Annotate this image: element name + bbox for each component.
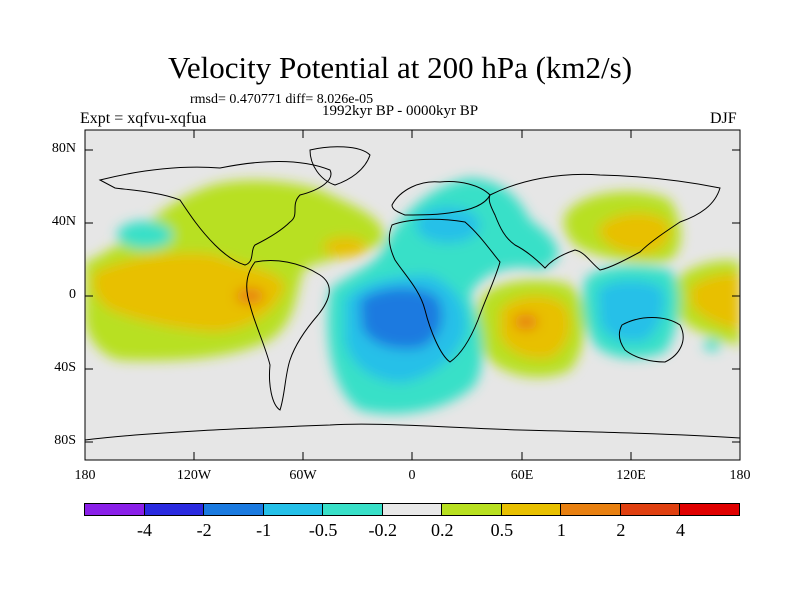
colorbar-swatch [381, 503, 443, 516]
weak-negative-anomaly-mediterranean [416, 207, 480, 243]
lon-label-120w: 120W [176, 468, 212, 483]
colorbar-label: -0.2 [368, 520, 397, 540]
moderate-anomaly-east-pacific [690, 273, 740, 330]
weak-negative-anomaly-maritime-continent [598, 280, 665, 342]
colorbar-label: -0.5 [308, 520, 338, 540]
season-label: DJF [710, 110, 737, 127]
lon-label-0: 0 [408, 468, 416, 483]
coastlines [85, 146, 740, 441]
lon-label-120e: 120E [616, 468, 646, 483]
lat-label-40s: 40S [54, 360, 76, 375]
colorbar [84, 503, 741, 516]
colorbar-label: 1 [556, 520, 566, 540]
stats-line: rmsd= 0.470771 diff= 8.026e-05 [190, 92, 374, 107]
period-label: 1992kyr BP - 0000kyr BP [322, 103, 479, 119]
colorbar-swatch [441, 503, 502, 516]
lat-label-0: 0 [69, 287, 76, 302]
latitude-ticks [85, 149, 740, 443]
colorbar-swatch [84, 503, 145, 516]
map-title: Velocity Potential at 200 hPa (km2/s) [167, 50, 633, 85]
colorbar-label: 2 [616, 520, 626, 540]
longitude-ticks [84, 130, 741, 460]
moderate-anomaly-atlantic [323, 237, 367, 257]
lat-label-40n: 40N [51, 214, 76, 229]
negative-anomaly-south-pacific [704, 339, 720, 351]
lon-label-60e: 60E [510, 468, 534, 483]
lat-label-80s: 80S [54, 433, 76, 448]
moderate-anomaly-nw-pacific [598, 212, 670, 254]
colorbar-swatch [619, 503, 681, 516]
contour-field [85, 130, 740, 460]
lon-label-180-west: 180 [74, 468, 96, 483]
strong-anomaly-indian-ocean [514, 314, 538, 330]
colorbar-label: 4 [675, 520, 685, 540]
colorbar-swatch [500, 503, 562, 516]
colorbar-label: 0.2 [431, 520, 454, 540]
experiment-label: Expt = xqfvu-xqfua [80, 110, 207, 127]
colorbar-swatch [203, 503, 264, 516]
strong-anomaly-americas [236, 288, 264, 304]
colorbar-label: -4 [137, 520, 153, 540]
lon-label-60w: 60W [289, 468, 317, 483]
colorbar-label: 0.5 [490, 520, 514, 540]
strong-negative-anomaly-atlantic [360, 287, 443, 350]
colorbar-swatch [679, 503, 741, 516]
colorbar-label: -1 [256, 520, 272, 540]
colorbar-swatch [143, 503, 205, 516]
moderate-anomaly-americas [93, 253, 285, 332]
colorbar-swatch [262, 503, 324, 516]
negative-anomaly-north-pacific [117, 221, 173, 249]
lat-label-80n: 80N [51, 141, 76, 156]
colorbar-label: -2 [196, 520, 212, 540]
lon-label-180-east: 180 [729, 468, 751, 483]
colorbar-swatch [322, 503, 383, 516]
colorbar-swatch [560, 503, 621, 516]
